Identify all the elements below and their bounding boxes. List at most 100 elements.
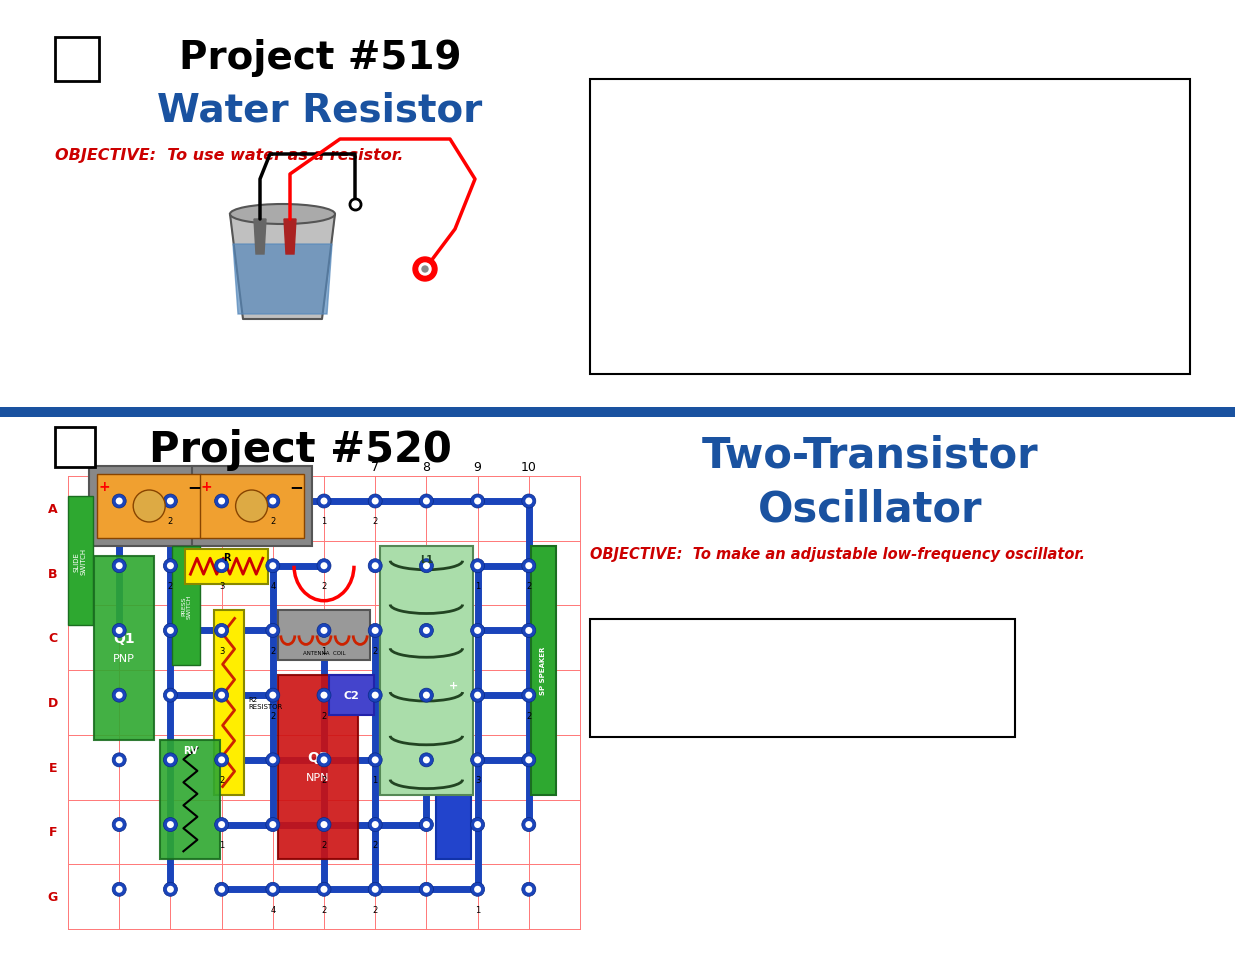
Bar — [329, 676, 374, 716]
Circle shape — [116, 498, 122, 505]
Circle shape — [372, 627, 379, 635]
Text: C2: C2 — [343, 690, 359, 700]
Polygon shape — [233, 245, 332, 314]
Circle shape — [422, 757, 430, 763]
Text: 1: 1 — [321, 646, 326, 656]
Circle shape — [522, 688, 536, 702]
Circle shape — [368, 753, 382, 767]
Circle shape — [116, 692, 122, 699]
Circle shape — [422, 627, 430, 635]
Circle shape — [368, 818, 382, 832]
Text: 2: 2 — [526, 581, 531, 591]
Circle shape — [372, 757, 379, 763]
Circle shape — [236, 491, 268, 522]
Text: 2: 2 — [270, 711, 275, 720]
Circle shape — [219, 821, 225, 828]
Circle shape — [368, 624, 382, 638]
Circle shape — [422, 886, 430, 893]
Bar — [185, 549, 268, 584]
Text: 4: 4 — [270, 904, 275, 914]
Circle shape — [215, 624, 228, 638]
Circle shape — [368, 882, 382, 897]
Polygon shape — [230, 214, 335, 319]
Text: OBJECTIVE:  To make an adjustable low-frequency oscillator.: OBJECTIVE: To make an adjustable low-fre… — [590, 546, 1086, 561]
Circle shape — [219, 886, 225, 893]
Circle shape — [321, 498, 327, 505]
Text: PNP: PNP — [114, 653, 135, 663]
Circle shape — [215, 818, 228, 832]
Bar — [191, 467, 311, 546]
Circle shape — [321, 562, 327, 570]
Circle shape — [522, 818, 536, 832]
Circle shape — [420, 882, 433, 897]
Text: RV: RV — [183, 745, 198, 755]
Text: Q1: Q1 — [114, 631, 135, 645]
Bar — [0, 408, 1235, 417]
Circle shape — [215, 559, 228, 573]
Text: 2: 2 — [219, 776, 225, 784]
Text: 2: 2 — [270, 517, 275, 526]
Bar — [200, 475, 304, 538]
Text: 2: 2 — [373, 841, 378, 849]
Circle shape — [112, 624, 126, 638]
Circle shape — [112, 688, 126, 702]
Text: 2: 2 — [168, 581, 173, 591]
Circle shape — [266, 624, 280, 638]
Circle shape — [112, 882, 126, 897]
Circle shape — [133, 491, 165, 522]
Circle shape — [219, 757, 225, 763]
Text: +: + — [201, 479, 212, 494]
Bar — [56, 38, 99, 82]
Bar — [590, 80, 1191, 375]
Text: 3: 3 — [219, 646, 225, 656]
Text: 1: 1 — [475, 904, 480, 914]
Circle shape — [215, 882, 228, 897]
Circle shape — [471, 882, 484, 897]
Text: −: − — [290, 477, 304, 496]
Circle shape — [321, 886, 327, 893]
Text: G: G — [48, 890, 58, 903]
Text: B: B — [48, 567, 58, 580]
Polygon shape — [284, 220, 296, 254]
Circle shape — [522, 624, 536, 638]
Circle shape — [525, 627, 532, 635]
Circle shape — [269, 562, 277, 570]
Circle shape — [522, 882, 536, 897]
Text: Project #520: Project #520 — [148, 429, 452, 471]
Text: 4: 4 — [270, 581, 275, 591]
Circle shape — [269, 821, 277, 828]
Circle shape — [368, 495, 382, 509]
Circle shape — [215, 495, 228, 509]
Circle shape — [419, 264, 431, 275]
Circle shape — [317, 559, 331, 573]
Circle shape — [167, 627, 174, 635]
Circle shape — [317, 882, 331, 897]
Bar — [380, 546, 473, 795]
Bar — [94, 557, 154, 740]
Circle shape — [167, 692, 174, 699]
Text: 1: 1 — [321, 517, 326, 526]
Text: ANTENNA  COIL: ANTENNA COIL — [303, 650, 346, 656]
Circle shape — [372, 692, 379, 699]
Text: 2: 2 — [526, 711, 531, 720]
Text: SP SPEAKER: SP SPEAKER — [540, 646, 546, 695]
Text: L1: L1 — [420, 554, 433, 564]
Circle shape — [167, 821, 174, 828]
Circle shape — [266, 495, 280, 509]
Circle shape — [112, 559, 126, 573]
Circle shape — [372, 821, 379, 828]
Text: SLIDE
SWITCH: SLIDE SWITCH — [74, 548, 86, 575]
Circle shape — [372, 562, 379, 570]
Circle shape — [471, 688, 484, 702]
Circle shape — [522, 753, 536, 767]
Circle shape — [112, 495, 126, 509]
Circle shape — [372, 886, 379, 893]
Circle shape — [525, 757, 532, 763]
Circle shape — [525, 498, 532, 505]
Circle shape — [116, 886, 122, 893]
Circle shape — [266, 882, 280, 897]
Bar — [173, 546, 200, 665]
Bar — [56, 428, 95, 468]
Text: F: F — [48, 825, 57, 839]
Circle shape — [219, 692, 225, 699]
